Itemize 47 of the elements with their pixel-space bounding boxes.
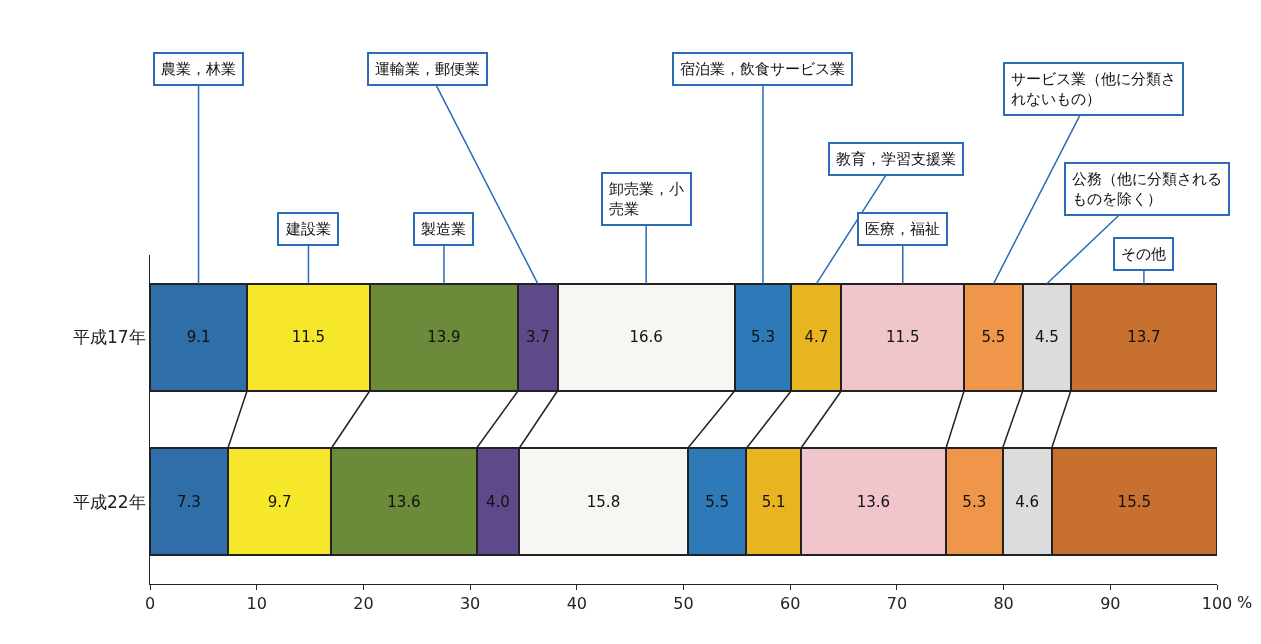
x-tick-label: 20 <box>353 594 374 614</box>
data-label: 9.1 <box>186 328 211 347</box>
y-tick-label: 平成17年 <box>72 327 146 348</box>
data-label: 5.3 <box>751 328 775 347</box>
x-axis-title: % <box>1237 593 1253 612</box>
data-label: 13.6 <box>387 492 421 511</box>
data-label: 7.3 <box>177 492 201 511</box>
text: サービス業（他に分類されないもの） <box>1011 70 1176 108</box>
data-label: 9.7 <box>267 492 292 511</box>
x-tick-label: 90 <box>1100 594 1121 614</box>
data-label: 13.7 <box>1127 328 1161 347</box>
data-label: 4.6 <box>1015 492 1039 511</box>
x-tick-label: 40 <box>566 594 587 614</box>
x-tick-label: 80 <box>993 594 1014 614</box>
data-label: 15.5 <box>1117 492 1152 511</box>
data-label: 4.5 <box>1034 328 1059 347</box>
text: 公務（他に分類されるものを除く） <box>1072 170 1222 208</box>
data-label: 11.5 <box>886 328 920 347</box>
series-label: その他 <box>1121 245 1166 263</box>
x-tick-label: 100 <box>1201 594 1233 614</box>
data-label: 11.5 <box>291 328 326 347</box>
x-tick-label: 0 <box>144 594 156 614</box>
data-label: 15.8 <box>586 492 621 511</box>
data-label: 3.7 <box>525 328 550 347</box>
text: 教育，学習支援業 <box>836 150 956 168</box>
text: 建設業 <box>285 220 331 238</box>
text: 農業，林業 <box>161 60 236 78</box>
text: 宿泊業，飲食サービス業 <box>680 60 845 78</box>
x-tick-label: 30 <box>459 594 481 614</box>
data-label: 13.9 <box>427 328 461 347</box>
x-tick-label: 60 <box>780 594 801 614</box>
text: 卸売業，小売業 <box>609 180 684 218</box>
data-label: 16.6 <box>629 328 663 347</box>
data-label: 4.0 <box>485 492 510 511</box>
x-tick-label: 50 <box>673 594 694 614</box>
data-label: 4.7 <box>804 328 829 347</box>
data-label: 5.5 <box>705 492 730 511</box>
text: 製造業 <box>421 220 466 238</box>
text: 運輸業，郵便業 <box>375 60 480 78</box>
data-label: 5.3 <box>962 492 987 511</box>
data-label: 5.1 <box>761 492 786 511</box>
x-tick-label: 10 <box>246 594 267 614</box>
text: 医療，福祉 <box>865 220 940 238</box>
x-tick-label: 70 <box>886 594 908 614</box>
data-label: 13.6 <box>856 492 891 511</box>
data-label: 5.5 <box>981 328 1006 347</box>
y-tick-label: 平成22年 <box>72 491 146 512</box>
